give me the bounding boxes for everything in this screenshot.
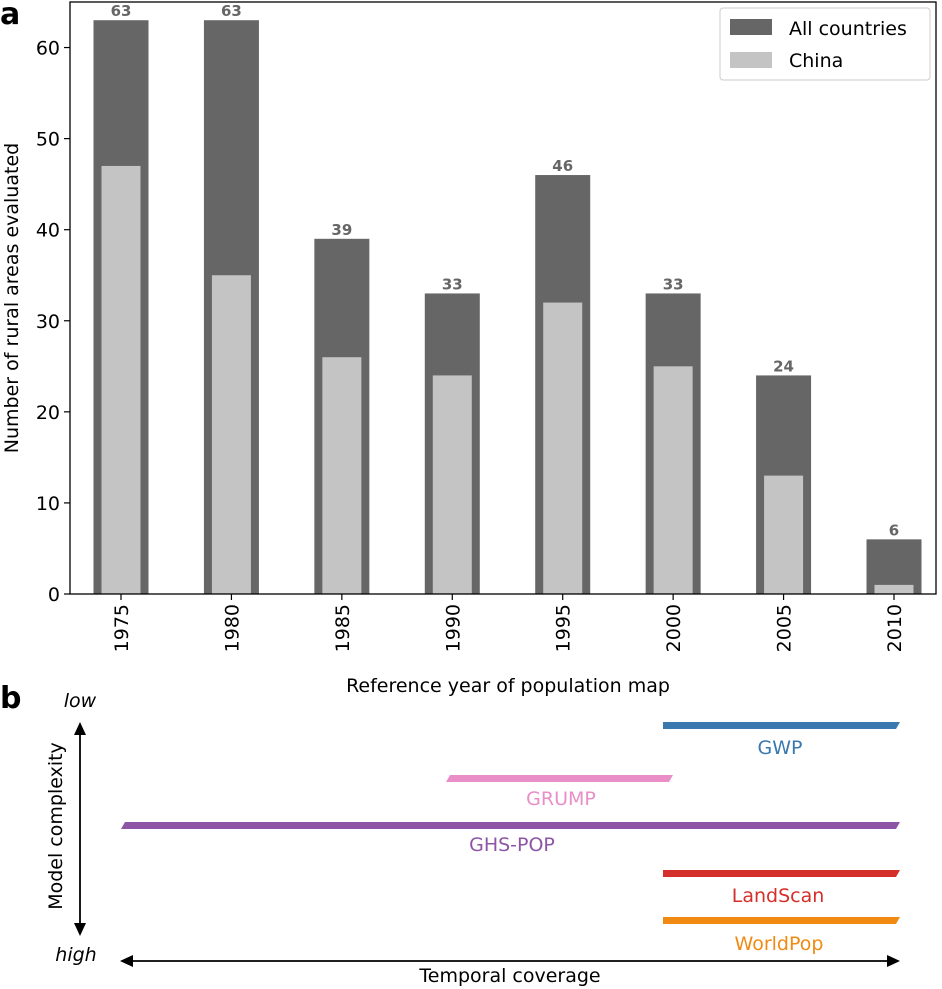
y-tick-label-60: 60 <box>36 38 60 60</box>
model-complexity-label: Model complexity <box>45 742 67 910</box>
bar-china-2000 <box>653 366 693 594</box>
x-tick-label-1985: 1985 <box>332 604 354 652</box>
data-label-2005: 24 <box>773 357 794 375</box>
legend-label-all-countries: All countries <box>789 18 907 40</box>
ghs-pop-label: GHS-POP <box>469 834 555 856</box>
data-label-1975: 63 <box>111 2 132 20</box>
x-tick-label-1990: 1990 <box>442 604 464 652</box>
legend-swatch-china <box>730 52 772 68</box>
panel-b-label: b <box>0 681 21 716</box>
data-label-1980: 63 <box>221 2 242 20</box>
y-tick-label-30: 30 <box>36 311 60 333</box>
y-tick-label-40: 40 <box>36 220 60 242</box>
bar-china-1975 <box>101 165 141 594</box>
x-tick-label-2005: 2005 <box>774 604 796 652</box>
y-tick-label-50: 50 <box>36 129 60 151</box>
worldpop-label: WorldPop <box>735 933 824 955</box>
temporal-coverage-arrow <box>120 955 900 967</box>
bar-china-2010 <box>874 584 914 594</box>
x-tick-label-1980: 1980 <box>221 604 243 652</box>
x-tick-label-1975: 1975 <box>111 604 133 652</box>
grump-label: GRUMP <box>526 788 596 810</box>
y-low-label: low <box>64 690 97 712</box>
data-label-1995: 46 <box>552 157 573 175</box>
x-axis-title: Reference year of population map <box>346 675 670 697</box>
landscan-label: LandScan <box>732 885 825 907</box>
panel-a-label: a <box>0 0 20 32</box>
complexity-arrow <box>74 722 86 936</box>
x-tick-label-1995: 1995 <box>553 604 575 652</box>
legend: All countries China <box>719 7 931 81</box>
bar-china-1985 <box>322 357 362 594</box>
data-label-1985: 39 <box>331 221 352 239</box>
legend-swatch-all-countries <box>730 19 772 35</box>
gwp-range-bar <box>663 722 900 729</box>
bar-china-2005 <box>764 475 804 594</box>
y-tick-label-20: 20 <box>36 402 60 424</box>
plot-frame <box>69 1 937 595</box>
grump-range-bar <box>446 775 673 782</box>
bar-china-1980 <box>211 275 251 594</box>
bar-china-1995 <box>543 302 583 594</box>
landscan-range-bar <box>663 870 900 877</box>
y-axis-title: Number of rural areas evaluated <box>1 143 23 453</box>
x-tick-label-2000: 2000 <box>663 604 685 652</box>
ghs-pop-range-bar <box>121 822 900 829</box>
legend-box <box>719 7 931 81</box>
bar-chart: 63 1975 63 1980 39 1985 33 1990 46 1995 33 2000 24 20… <box>36 2 922 652</box>
x-tick-label-2010: 2010 <box>884 604 906 652</box>
bar-china-1990 <box>432 375 472 594</box>
data-label-2000: 33 <box>663 275 684 293</box>
worldpop-range-bar <box>663 917 900 924</box>
temporal-coverage-label: Temporal coverage <box>418 965 600 987</box>
y-high-label: high <box>55 944 96 966</box>
y-tick-label-0: 0 <box>48 584 60 606</box>
legend-label-china: China <box>789 50 843 72</box>
y-tick-label-10: 10 <box>36 493 60 515</box>
data-label-2010: 6 <box>889 521 899 539</box>
gwp-label: GWP <box>758 737 803 759</box>
data-label-1990: 33 <box>442 275 463 293</box>
